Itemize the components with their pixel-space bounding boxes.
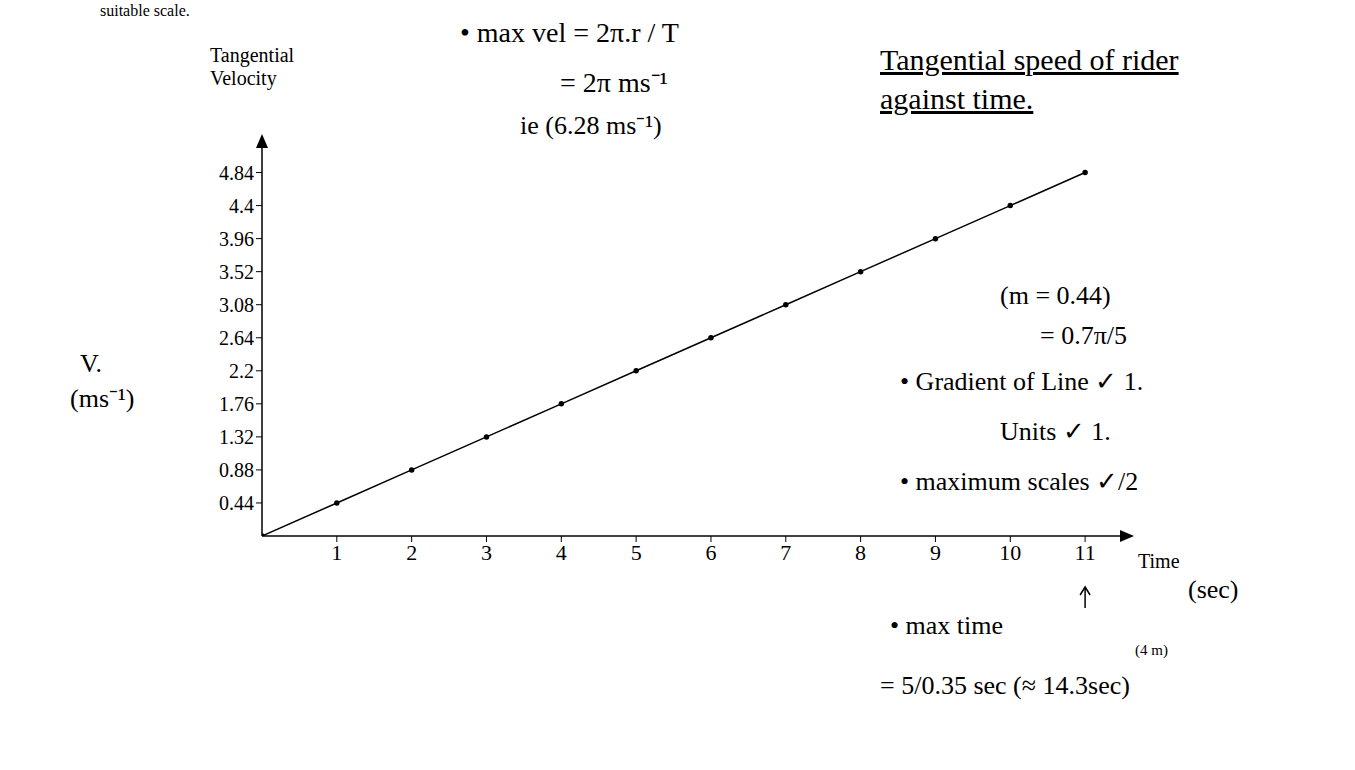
svg-text:1.76: 1.76 [219,393,254,415]
svg-text:8: 8 [855,540,866,565]
html-text:= 5/0.35 sec (≈ 14.3sec): = 5/0.35 sec (≈ 14.3sec) [880,671,1130,700]
svg-text:11: 11 [1075,540,1096,565]
html-text:Time: Time [1138,550,1180,572]
html-text:ie (6.28 ms⁻¹): ie (6.28 ms⁻¹) [520,111,662,140]
html-text:V.: V. [80,349,102,378]
svg-text:0.88: 0.88 [219,459,254,481]
html-text:• maximum scales ✓/2: • maximum scales ✓/2 [900,467,1139,496]
html-text:• max time: • max time [890,611,1004,640]
svg-text:6: 6 [705,540,716,565]
html-text:= 2π ms⁻¹: = 2π ms⁻¹ [560,67,668,98]
svg-text:3.52: 3.52 [219,261,254,283]
svg-text:2.64: 2.64 [219,327,254,349]
html-text:(m = 0.44): (m = 0.44) [1000,281,1111,310]
html-text:Tangential speed of rider agai: Tangential speed of rider against time. [880,43,1179,115]
svg-text:3: 3 [481,540,492,565]
html-text:• Gradient of Line ✓ 1.: • Gradient of Line ✓ 1. [900,367,1144,396]
svg-text:0.44: 0.44 [219,492,254,514]
html-text:= 0.7π/5: = 0.7π/5 [1040,321,1127,350]
html-text:(4 m): (4 m) [1135,642,1168,658]
svg-text:4.4: 4.4 [229,195,254,217]
svg-text:2: 2 [406,540,417,565]
svg-text:1.32: 1.32 [219,426,254,448]
svg-text:1: 1 [331,540,342,565]
svg-text:4.84: 4.84 [219,162,254,184]
svg-text:5: 5 [631,540,642,565]
html-text:Units ✓ 1.: Units ✓ 1. [1000,417,1111,446]
svg-text:7: 7 [780,540,791,565]
svg-text:3.96: 3.96 [219,228,254,250]
svg-text:2.2: 2.2 [229,360,254,382]
svg-text:4: 4 [556,540,567,565]
html-text:• max vel = 2π.r / T: • max vel = 2π.r / T [460,17,679,48]
svg-text:3.08: 3.08 [219,294,254,316]
html-text:(sec): (sec) [1188,575,1239,604]
svg-text:9: 9 [930,540,941,565]
html-text:suitable scale.: suitable scale. [100,2,190,19]
html-text:(ms⁻¹): (ms⁻¹) [70,384,135,413]
html-text:Tangential Velocity: Tangential Velocity [210,44,295,89]
svg-text:10: 10 [999,540,1021,565]
